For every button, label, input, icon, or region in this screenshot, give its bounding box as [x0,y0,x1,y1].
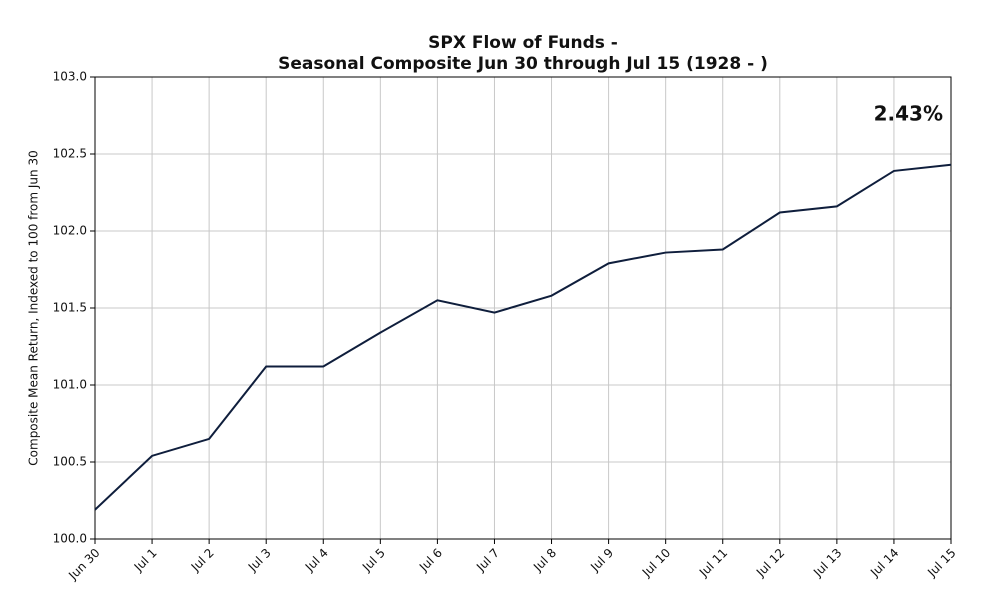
x-tick-label: Jul 3 [245,546,274,575]
x-tick-label: Jul 10 [639,546,673,580]
x-tick-label: Jul 4 [302,546,331,575]
y-tick-label: 103.0 [53,70,87,84]
annotation: 2.43% [874,102,943,126]
plot-frame [94,76,952,540]
x-tick-label: Jul 6 [416,546,445,575]
x-tick-label: Jul 11 [696,546,730,580]
x-tick-label: Jul 1 [131,546,160,575]
y-tick-label: 100.0 [53,532,87,546]
x-tick-label: Jul 5 [359,546,388,575]
x-tick-label: Jul 13 [810,546,844,580]
x-tick-label: Jul 7 [473,546,502,575]
x-tick-label: Jul 14 [867,546,901,580]
x-tick-label: Jun 30 [65,546,102,583]
y-tick-label: 101.0 [53,378,87,392]
x-tick-label: Jul 15 [924,546,958,580]
y-tick-label: 102.5 [53,147,87,161]
y-tick-label: 100.5 [53,455,87,469]
y-tick-label: 101.5 [53,301,87,315]
chart-title: SPX Flow of Funds - [428,33,618,53]
data-line [94,163,952,511]
x-tick-label: Jul 2 [188,546,217,575]
chart-title: Seasonal Composite Jun 30 through Jul 15… [278,54,768,74]
y-axis-label: Composite Mean Return, Indexed to 100 fr… [27,150,41,465]
x-tick-label: Jul 8 [530,546,559,575]
x-tick-label: Jul 9 [587,546,616,575]
x-tick-label: Jul 12 [753,546,787,580]
y-tick-label: 102.0 [53,224,87,238]
